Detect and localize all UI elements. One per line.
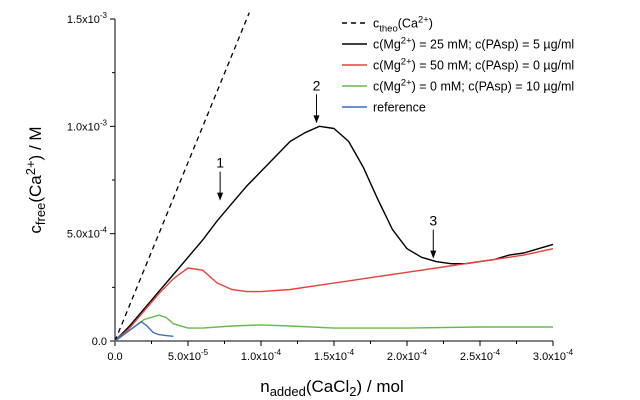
- legend: ctheo(Ca2+)c(Mg2+) = 25 mM; c(PAsp) = 5 …: [342, 15, 574, 115]
- annotation-label: 2: [313, 77, 321, 93]
- x-tick-label: 5.0x10-5: [168, 348, 209, 363]
- legend-item-1: c(Mg2+) = 25 mM; c(PAsp) = 5 µg/ml: [342, 36, 574, 52]
- y-tick-label: 5.0x10-4: [67, 226, 108, 241]
- series-line-2: [114, 248, 554, 342]
- legend-label: c(Mg2+) = 0 mM; c(PAsp) = 10 µg/ml: [373, 78, 574, 94]
- annotation-layer: 1 2 3: [216, 77, 437, 259]
- legend-item-3: c(Mg2+) = 0 mM; c(PAsp) = 10 µg/ml: [342, 78, 574, 94]
- y-tick-label: 1.0x10-3: [67, 118, 108, 133]
- series-layer: [114, 12, 554, 342]
- legend-item-2: c(Mg2+) = 50 mM; c(PAsp) = 0 µg/ml: [342, 57, 574, 73]
- legend-item-4: reference: [342, 101, 426, 115]
- x-axis-title: nadded(CaCl2) / mol: [260, 377, 404, 399]
- plot-area: 0.0 5.0x10-5 1.0x10-4 1.5x10-4 2.0x10-4 2.5x1…: [67, 11, 574, 363]
- annotation-arrow-head: [313, 115, 320, 124]
- y-axis-title: cfree(Ca2+) / M: [23, 126, 48, 233]
- annotation-1: 1: [216, 155, 224, 201]
- x-tick-label: 2.5x10-4: [460, 348, 501, 363]
- annotation-label: 1: [216, 155, 224, 171]
- x-tick-label: 0.0: [107, 351, 122, 363]
- annotation-3: 3: [429, 213, 437, 259]
- annotation-label: 3: [429, 213, 437, 229]
- x-tick-label: 1.5x10-4: [314, 348, 355, 363]
- legend-label: c(Mg2+) = 50 mM; c(PAsp) = 0 µg/ml: [373, 57, 574, 73]
- series-line-0: [114, 12, 250, 342]
- series-line-1: [114, 125, 554, 342]
- annotation-2: 2: [313, 77, 321, 124]
- annotation-arrow-head: [217, 192, 224, 201]
- annotation-arrow-head: [430, 250, 437, 259]
- x-tick-label: 2.0x10-4: [387, 348, 428, 363]
- axis-titles: nadded(CaCl2) / mol cfree(Ca2+) / M: [23, 126, 404, 399]
- legend-label: reference: [373, 101, 426, 115]
- legend-label: ctheo(Ca2+): [373, 15, 433, 35]
- y-tick-label: 0.0: [92, 336, 107, 348]
- legend-label: c(Mg2+) = 25 mM; c(PAsp) = 5 µg/ml: [373, 36, 574, 52]
- x-tick-label: 1.0x10-4: [241, 348, 282, 363]
- y-tick-label: 1.5x10-3: [67, 11, 108, 26]
- legend-item-0: ctheo(Ca2+): [342, 15, 433, 35]
- series-line-4: [114, 321, 174, 342]
- x-tick-label: 3.0x10-4: [533, 348, 574, 363]
- series-line-3: [114, 314, 553, 342]
